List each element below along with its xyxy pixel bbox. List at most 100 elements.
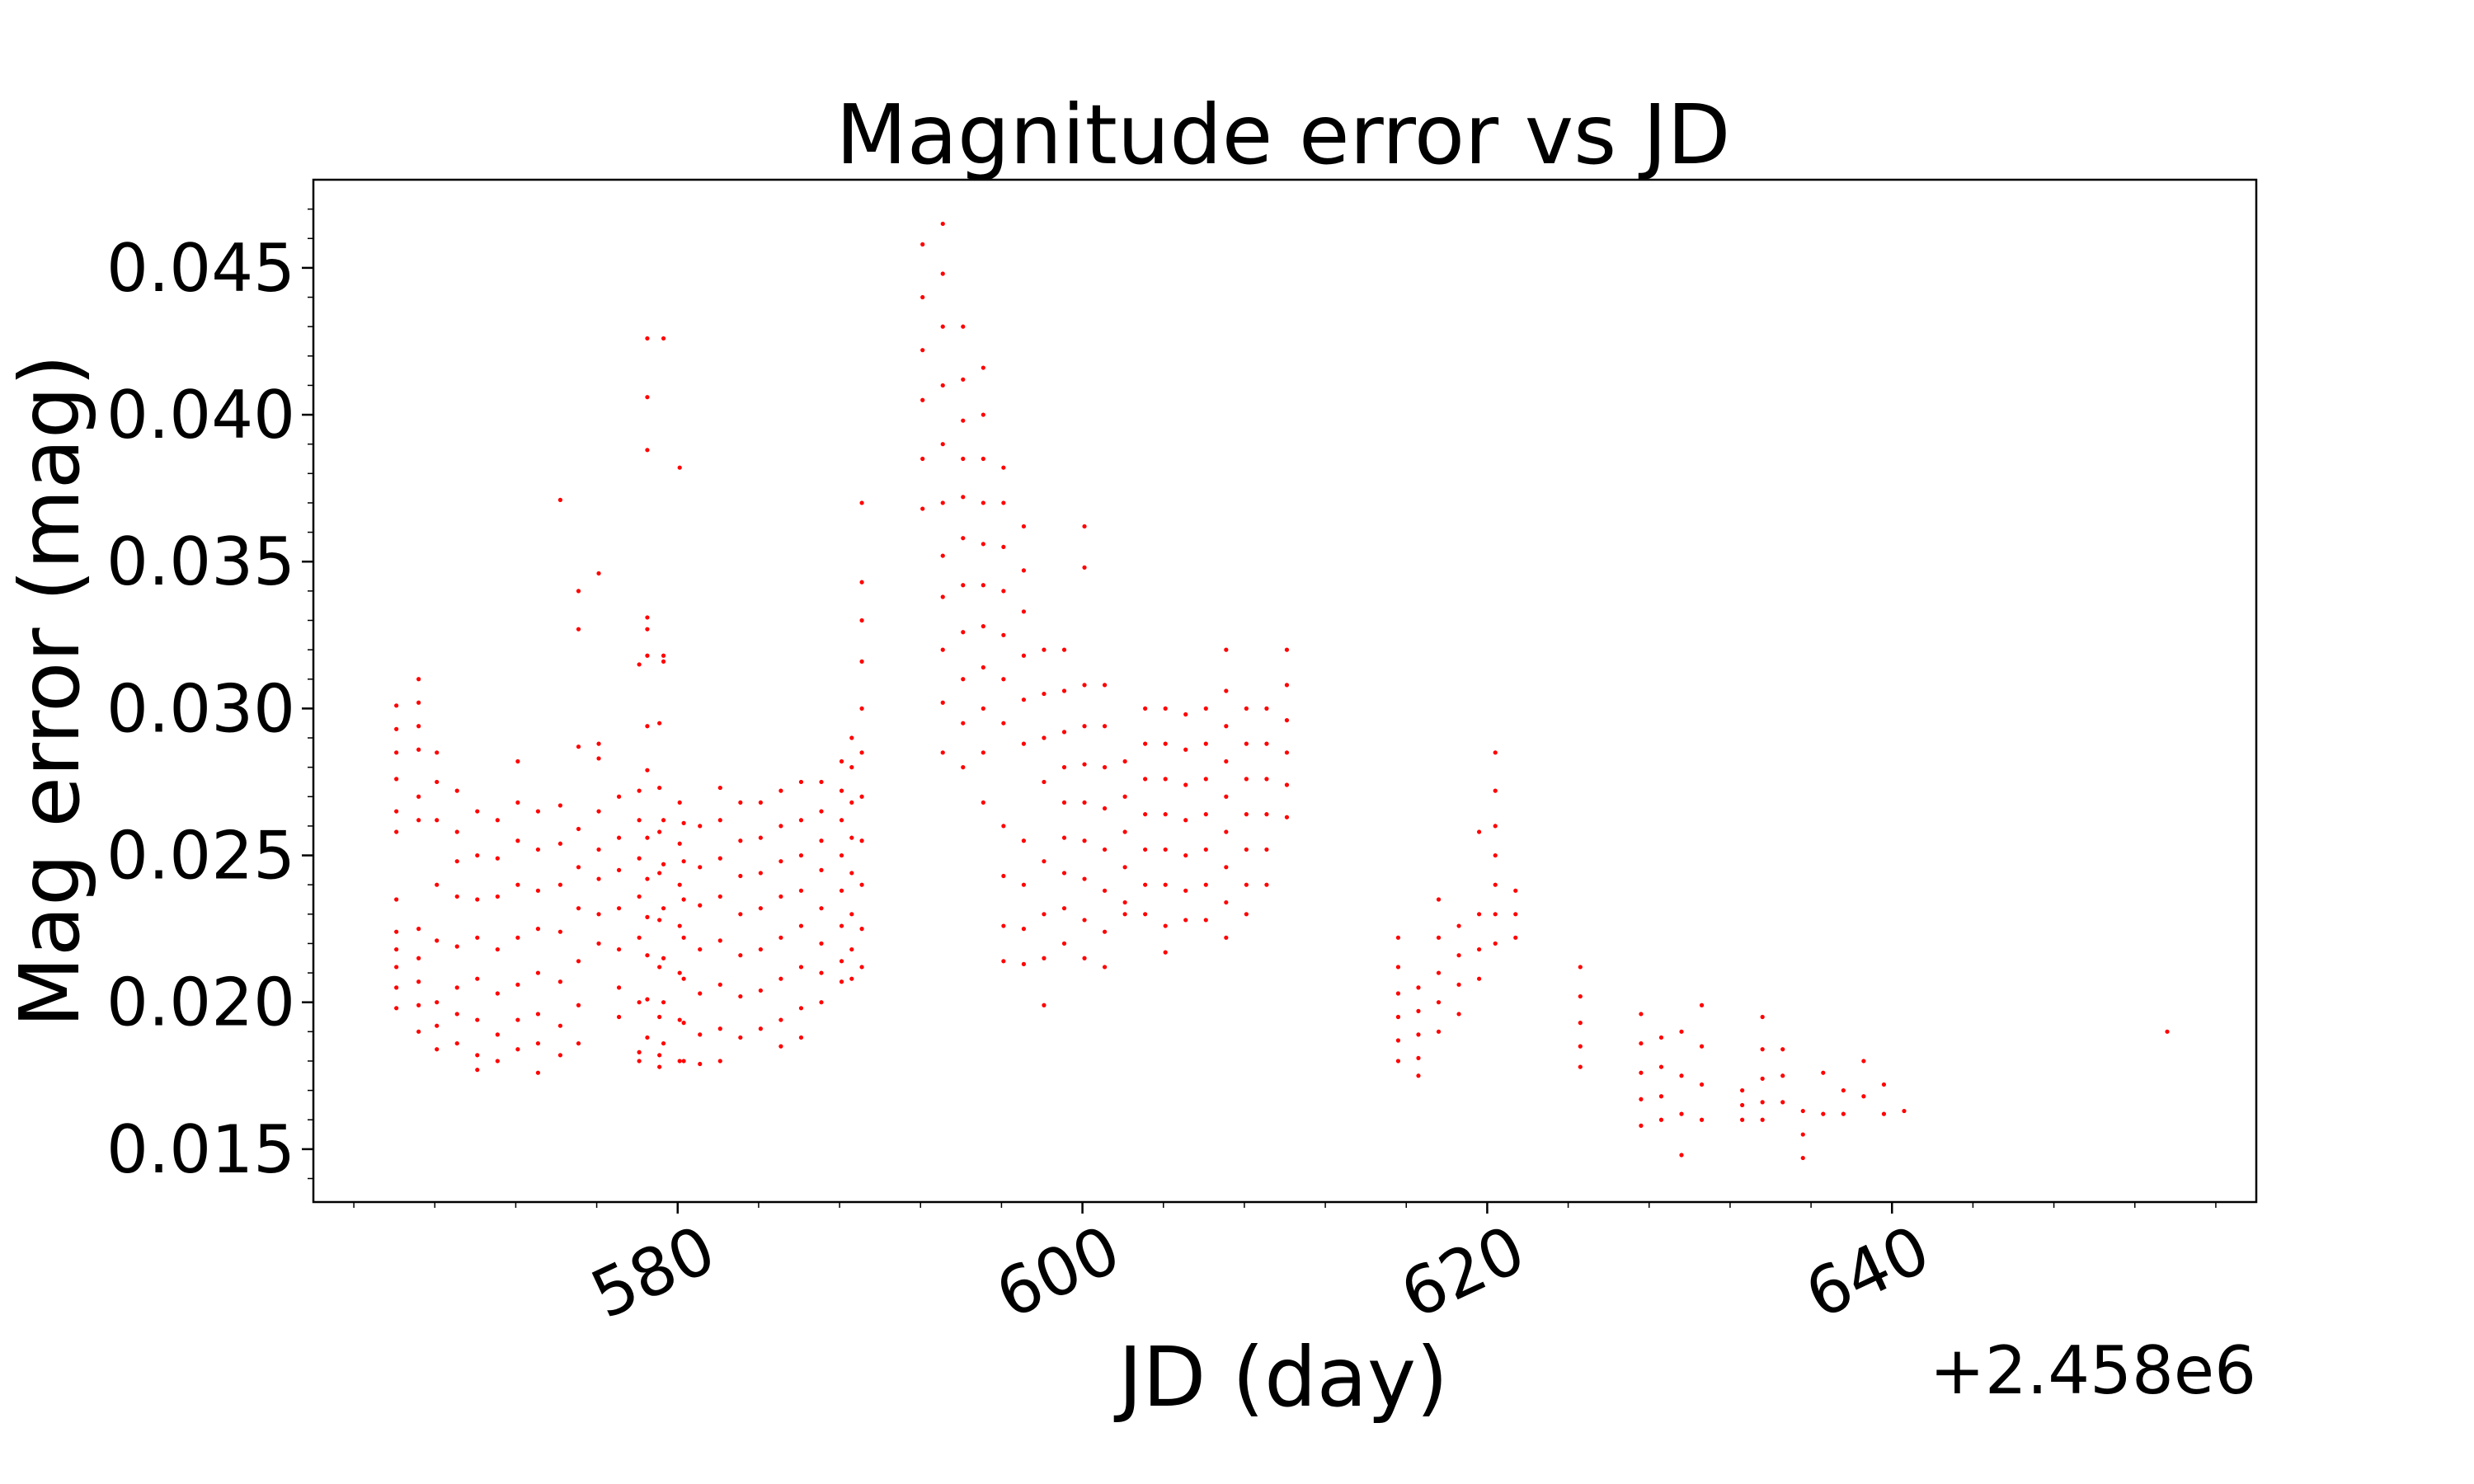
data-point [1679,1153,1684,1158]
data-point [940,442,945,447]
data-point [961,677,966,682]
data-point [576,627,581,632]
data-point [495,856,500,861]
data-point [535,1070,541,1075]
data-point [798,1006,804,1011]
data-point [798,779,804,785]
data-point [1658,1064,1664,1069]
data-point [920,242,925,247]
data-point [1395,1038,1401,1043]
data-point [616,946,622,952]
data-point [1861,1059,1866,1064]
data-point [1021,927,1027,932]
data-point [1679,1029,1684,1034]
data-point [495,894,500,899]
data-point [1021,568,1027,573]
data-point [596,741,601,746]
data-point [819,779,824,785]
data-point [1658,1094,1664,1099]
data-point [637,1000,642,1005]
data-point [839,923,844,928]
data-point [657,1014,662,1020]
data-point [416,956,421,960]
data-point [394,726,399,731]
data-point [758,946,763,952]
data-point [435,1047,440,1052]
data-point [596,941,601,946]
data-point [535,847,541,852]
data-point [495,946,500,952]
data-point [416,927,421,932]
data-point [1061,941,1067,946]
data-point [738,993,743,999]
data-point [1436,897,1442,902]
data-point [940,221,945,227]
data-points [394,221,2170,1161]
data-point [798,923,804,928]
data-point [1203,918,1208,923]
data-point [1001,632,1006,637]
data-point [1493,941,1498,946]
data-point [1042,1003,1047,1007]
data-point [677,923,682,928]
data-point [961,324,966,329]
data-point [1021,609,1027,614]
data-point [1061,835,1067,840]
data-point [1477,912,1482,917]
data-point [1082,800,1087,805]
data-point [1122,865,1127,870]
data-point [1203,706,1208,711]
data-point [849,800,854,805]
data-point [576,865,581,870]
data-point [1639,1070,1644,1075]
data-point [475,852,480,858]
data-point [1224,935,1229,940]
data-point [657,871,662,876]
data-point [920,506,925,511]
data-point [1477,976,1482,981]
data-point [645,1035,650,1040]
data-point [637,856,642,861]
data-point [839,888,844,893]
data-point [1061,906,1067,911]
data-point [645,615,650,620]
data-point [839,852,844,858]
x-tick-label: 620 [1390,1211,1536,1334]
data-point [1203,882,1208,887]
chart-title: Magnitude error vs JD [835,87,1730,183]
data-point [1224,899,1229,905]
data-point [557,1053,563,1058]
data-point [1493,882,1498,887]
data-point [677,841,682,846]
data-point [645,953,650,958]
data-point [961,721,966,726]
data-point [1224,647,1229,652]
data-point [859,794,864,799]
data-point [1881,1111,1887,1116]
data-point [1841,1111,1846,1116]
data-point [819,941,824,946]
data-point [1143,706,1148,711]
data-point [1183,711,1188,717]
data-point [475,1017,480,1022]
y-tick-label: 0.035 [106,524,295,600]
data-point [645,395,650,400]
data-point [645,724,650,729]
data-point [657,1053,662,1058]
data-point [677,882,682,887]
data-point [1284,718,1290,723]
data-point [576,906,581,911]
data-point [758,835,763,840]
data-point [495,818,500,823]
data-point [596,809,601,814]
data-point [1061,800,1067,805]
data-point [1021,838,1027,843]
data-point [981,624,985,629]
data-point [557,979,563,984]
data-point [475,1068,480,1073]
data-point [535,888,541,893]
data-point [798,888,804,893]
data-point [454,985,459,990]
data-point [758,800,763,805]
